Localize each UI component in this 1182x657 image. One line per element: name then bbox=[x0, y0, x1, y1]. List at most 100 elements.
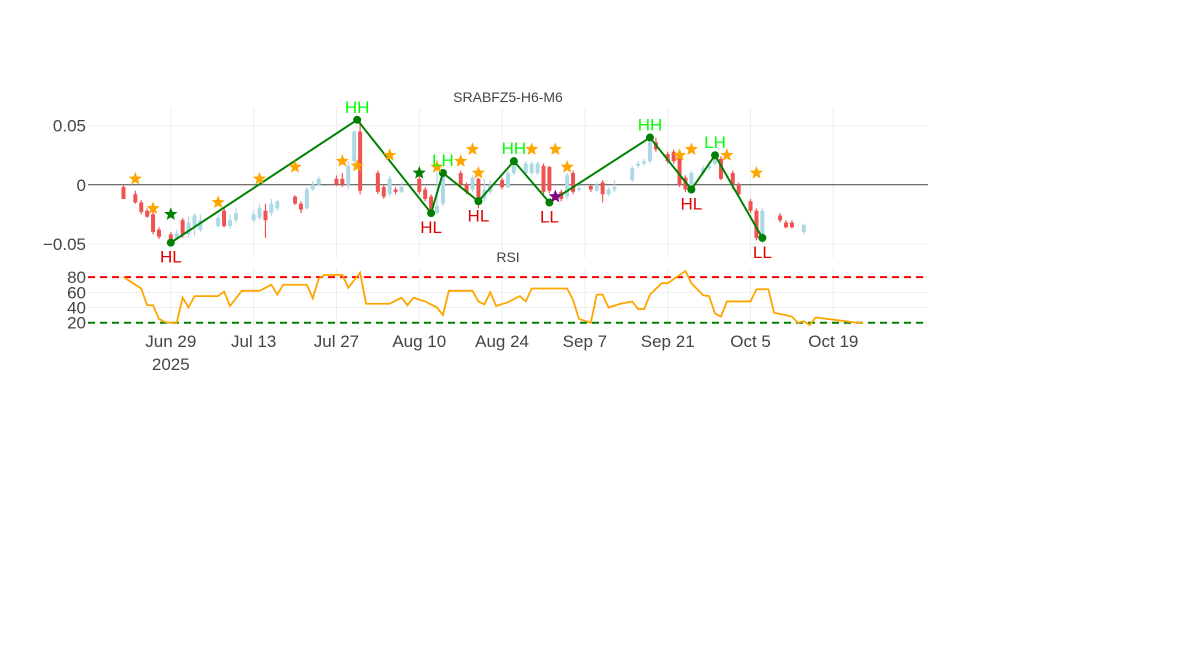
candle-body bbox=[689, 172, 694, 190]
zigzag-point bbox=[545, 198, 554, 207]
candle-body bbox=[630, 168, 635, 181]
zigzag-point bbox=[353, 115, 362, 124]
candle-body bbox=[464, 184, 469, 192]
candle-body bbox=[399, 187, 404, 192]
candle-body bbox=[334, 178, 339, 185]
candle-body bbox=[222, 210, 227, 227]
swing-label: LL bbox=[540, 207, 559, 226]
candle-body bbox=[547, 167, 552, 191]
candle-body bbox=[730, 172, 735, 185]
x-tick-label: Oct 5 bbox=[730, 332, 771, 351]
candle-body bbox=[352, 131, 357, 162]
signal-star bbox=[412, 165, 426, 179]
candle-body bbox=[168, 234, 173, 242]
candle-body bbox=[541, 165, 546, 192]
candlestick-panel: SRABFZ5-H6-M6 0.05 0 −0.05 HL HH HL LH HL HH LL H… bbox=[43, 89, 928, 267]
candle-body bbox=[576, 188, 581, 190]
chart-title: SRABFZ5-H6-M6 bbox=[453, 89, 563, 105]
signal-star bbox=[252, 171, 267, 185]
zigzag-point bbox=[438, 168, 447, 177]
candle-body bbox=[346, 165, 351, 185]
candle-body bbox=[529, 163, 534, 173]
swing-label: HH bbox=[345, 98, 370, 117]
candle-body bbox=[642, 161, 647, 164]
swing-label: HL bbox=[681, 194, 703, 213]
candle-body bbox=[180, 220, 185, 235]
candle-body bbox=[304, 189, 309, 209]
zigzag-point bbox=[687, 185, 696, 194]
candle-body bbox=[417, 178, 422, 192]
candle-body bbox=[174, 233, 179, 240]
price-y-tick-label: −0.05 bbox=[43, 235, 86, 254]
candle-body bbox=[145, 210, 150, 217]
zigzag-point bbox=[711, 151, 720, 160]
zigzag-point bbox=[427, 209, 436, 218]
candle-body bbox=[316, 178, 321, 185]
candle-body bbox=[565, 175, 570, 197]
x-tick-label: Jul 27 bbox=[314, 332, 359, 351]
candle-body bbox=[192, 215, 197, 227]
signal-star bbox=[560, 160, 574, 173]
signal-star bbox=[164, 207, 178, 220]
signal-star bbox=[548, 142, 562, 155]
candle-body bbox=[588, 185, 593, 190]
rsi-y-tick-label: 80 bbox=[67, 268, 86, 287]
swing-label: HL bbox=[420, 218, 442, 237]
rsi-title: RSI bbox=[496, 249, 519, 265]
x-tick-year-label: 2025 bbox=[152, 355, 190, 374]
price-y-tick-label: 0 bbox=[77, 176, 86, 195]
candle-body bbox=[612, 187, 617, 190]
candle-body bbox=[748, 201, 753, 211]
signal-star bbox=[211, 195, 225, 209]
candle-body bbox=[423, 189, 428, 199]
zigzag-point bbox=[645, 133, 654, 142]
swing-label: HL bbox=[160, 248, 182, 267]
candle-body bbox=[298, 203, 303, 210]
zigzag-point bbox=[166, 238, 175, 247]
candle-body bbox=[156, 229, 161, 237]
swing-label: LH bbox=[704, 133, 726, 152]
x-tick-label: Oct 19 bbox=[808, 332, 858, 351]
signal-star bbox=[548, 189, 562, 203]
swing-label: HL bbox=[468, 206, 490, 225]
x-tick-label: Jun 29 bbox=[145, 332, 196, 351]
candle-body bbox=[707, 165, 712, 169]
candle-body bbox=[647, 142, 652, 162]
rsi-line bbox=[123, 269, 863, 327]
candle-body bbox=[677, 156, 682, 185]
candle-body bbox=[523, 163, 528, 173]
signal-star bbox=[684, 142, 699, 155]
signal-star bbox=[146, 201, 160, 215]
zigzag-point bbox=[474, 197, 483, 206]
candle-body bbox=[440, 175, 445, 204]
signal-star bbox=[288, 160, 302, 173]
candle-body bbox=[718, 158, 723, 179]
candle-body bbox=[701, 168, 706, 173]
candle-body bbox=[263, 210, 268, 221]
swing-labels: HL HH HL LH HL HH LL HH HL LH LL bbox=[160, 98, 772, 267]
candle-body bbox=[665, 154, 670, 162]
candle-body bbox=[506, 172, 510, 188]
x-tick-label: Sep 21 bbox=[641, 332, 695, 351]
signal-star bbox=[430, 160, 444, 173]
x-tick-label: Aug 24 bbox=[475, 332, 529, 351]
candle-body bbox=[778, 215, 783, 221]
candle-body bbox=[358, 131, 363, 191]
candle-body bbox=[435, 206, 440, 214]
zigzag-point bbox=[758, 233, 767, 242]
signal-star bbox=[383, 148, 397, 161]
candle-body bbox=[600, 182, 605, 195]
candle-body bbox=[393, 189, 398, 192]
price-y-tick-label: 0.05 bbox=[53, 117, 86, 136]
candle-body bbox=[139, 202, 144, 212]
signal-star bbox=[350, 158, 364, 172]
rsi-y-tick-label: 60 bbox=[67, 283, 86, 302]
signal-star bbox=[720, 148, 734, 161]
candle-body bbox=[736, 184, 741, 195]
candle-body bbox=[375, 172, 380, 192]
x-tick-label: Aug 10 bbox=[392, 332, 446, 351]
swing-label: HH bbox=[502, 139, 527, 158]
signal-star bbox=[128, 171, 142, 185]
candle-body bbox=[636, 163, 641, 166]
